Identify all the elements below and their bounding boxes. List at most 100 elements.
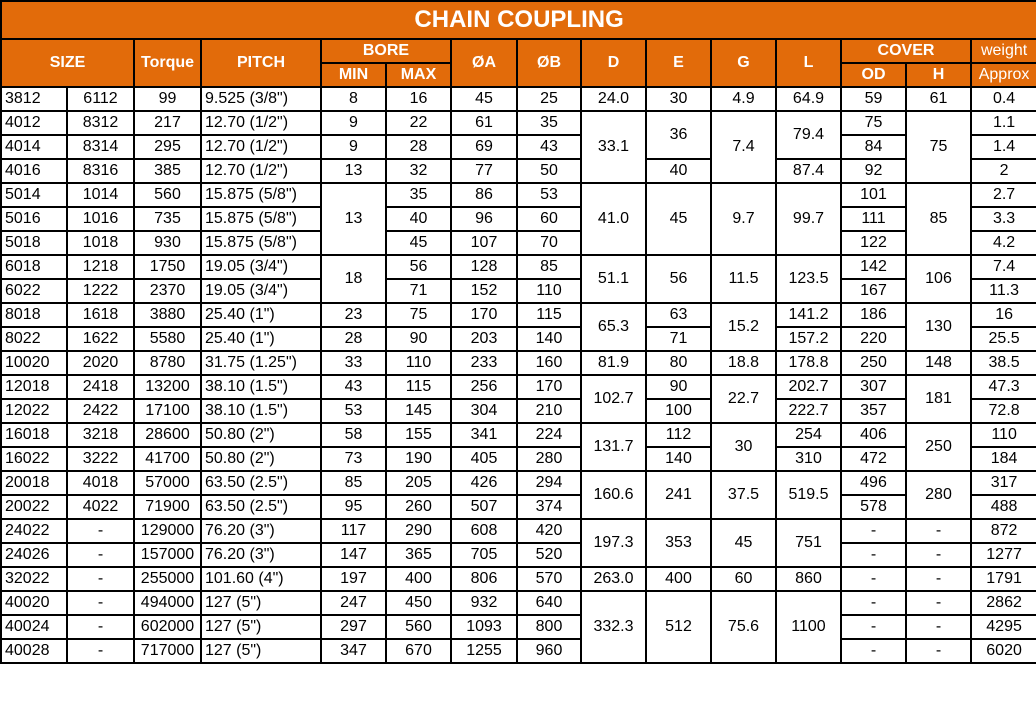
- cell-bore-min: 197: [320, 566, 387, 592]
- cell-e: 100: [645, 398, 712, 424]
- table-row: 4014 8314 295 12.70 (1/2") 9 28 69 43 84 1.4: [0, 134, 1036, 160]
- cell-d: 33.1: [580, 110, 647, 184]
- cell-d: 197.3: [580, 518, 647, 568]
- cell-pitch: 19.05 (3/4"): [200, 254, 322, 280]
- table-row: 6018 1218 1750 19.05 (3/4") 18 56 128 85 51.1 56 1…: [0, 254, 1036, 304]
- cell-e: 45: [645, 182, 712, 256]
- cell-dia-b: 25: [516, 86, 582, 112]
- table-row: 5016 1016 735 15.875 (5/8") 40 96 60 111 3.3: [0, 206, 1036, 232]
- cell-bore-min: 23: [320, 302, 387, 328]
- header-l: L: [775, 38, 842, 88]
- cell-cover-od: -: [840, 590, 907, 616]
- cell-size: 24022: [0, 518, 68, 544]
- cell-bore-max: 145: [385, 398, 452, 424]
- cell-pitch: 31.75 (1.25"): [200, 350, 322, 376]
- cell-pitch: 12.70 (1/2"): [200, 134, 322, 160]
- cell-pitch: 25.40 (1"): [200, 326, 322, 352]
- cell-bore-max: 22: [385, 110, 452, 136]
- cell-weight: 47.3: [969, 374, 1036, 400]
- cell-g: 30: [710, 422, 777, 472]
- cell-size: 4016: [0, 158, 68, 184]
- cell-cover-h: -: [905, 638, 972, 664]
- cell-l: 178.8: [775, 350, 842, 376]
- table-row: 16022 3222 41700 50.80 (2") 73 190 405 280 140 31…: [0, 446, 1036, 472]
- cell-dia-a: 1255: [450, 638, 518, 664]
- cell-e: 241: [645, 470, 712, 520]
- cell-cover-h: 250: [905, 422, 972, 472]
- cell-d: 81.9: [580, 350, 647, 376]
- cell-l: 123.5: [775, 254, 842, 304]
- cell-g: 60: [710, 566, 777, 592]
- cell-size-alt: 1218: [66, 254, 135, 280]
- cell-dia-a: 170: [450, 302, 518, 328]
- cell-bore-min: 73: [320, 446, 387, 472]
- cell-cover-od: 496: [840, 470, 907, 496]
- cell-d: 102.7: [580, 374, 647, 424]
- cell-cover-od: -: [840, 614, 907, 640]
- cell-l: 157.2: [775, 326, 842, 352]
- cell-dia-a: 806: [450, 566, 518, 592]
- cell-bore-max: 45: [385, 230, 452, 256]
- cell-size-alt: 1018: [66, 230, 135, 256]
- cell-bore-max: 205: [385, 470, 452, 496]
- cell-weight: 1277: [969, 542, 1036, 568]
- cell-weight: 38.5: [969, 350, 1036, 376]
- cell-cover-od: 357: [840, 398, 907, 424]
- cell-cover-od: 578: [840, 494, 907, 520]
- cell-dia-a: 341: [450, 422, 518, 448]
- cell-torque: 8780: [133, 350, 202, 376]
- cell-dia-a: 203: [450, 326, 518, 352]
- cell-size-alt: 2020: [66, 350, 135, 376]
- cell-dia-a: 128: [450, 254, 518, 280]
- cell-e: 71: [645, 326, 712, 352]
- cell-torque: 1750: [133, 254, 202, 280]
- cell-e: 400: [645, 566, 712, 592]
- cell-cover-h: -: [905, 542, 972, 568]
- cell-bore-max: 115: [385, 374, 452, 400]
- cell-cover-od: 59: [840, 86, 907, 112]
- cell-size-alt: 4022: [66, 494, 135, 520]
- cell-l: 860: [775, 566, 842, 592]
- header-weight: weight: [969, 38, 1036, 64]
- cell-g: 11.5: [710, 254, 777, 304]
- header-a: ØA: [450, 38, 518, 88]
- cell-pitch: 12.70 (1/2"): [200, 110, 322, 136]
- cell-torque: 13200: [133, 374, 202, 400]
- cell-size-alt: -: [66, 566, 135, 592]
- cell-size-alt: 8316: [66, 158, 135, 184]
- cell-dia-b: 43: [516, 134, 582, 160]
- header-bore-min: MIN: [320, 62, 387, 88]
- cell-pitch: 19.05 (3/4"): [200, 278, 322, 304]
- cell-d: 263.0: [580, 566, 647, 592]
- cell-weight: 4295: [969, 614, 1036, 640]
- header-b: ØB: [516, 38, 582, 88]
- cell-bore-min: 58: [320, 422, 387, 448]
- cell-size: 12018: [0, 374, 68, 400]
- cell-l: 310: [775, 446, 842, 472]
- cell-torque: 17100: [133, 398, 202, 424]
- cell-bore-max: 260: [385, 494, 452, 520]
- cell-bore-min: 9: [320, 134, 387, 160]
- cell-cover-od: 101: [840, 182, 907, 208]
- cell-weight: 2: [969, 158, 1036, 184]
- cell-torque: 41700: [133, 446, 202, 472]
- cell-e: 80: [645, 350, 712, 376]
- cell-torque: 71900: [133, 494, 202, 520]
- cell-d: 332.3: [580, 590, 647, 664]
- cell-size: 16018: [0, 422, 68, 448]
- cell-cover-h: -: [905, 590, 972, 616]
- cell-size: 20018: [0, 470, 68, 496]
- cell-torque: 735: [133, 206, 202, 232]
- cell-bore-max: 35: [385, 182, 452, 208]
- cell-cover-od: 406: [840, 422, 907, 448]
- cell-weight: 317: [969, 470, 1036, 496]
- table-row: 40028-717000 127 (5") 347 670 1255 960- -6020: [0, 638, 1036, 664]
- cell-l: 79.4: [775, 110, 842, 160]
- cell-d: 51.1: [580, 254, 647, 304]
- cell-weight: 1.4: [969, 134, 1036, 160]
- cell-bore-max: 32: [385, 158, 452, 184]
- cell-dia-b: 60: [516, 206, 582, 232]
- table-row: 5018 1018 930 15.875 (5/8") 45 107 70 122 4.2: [0, 230, 1036, 256]
- cell-cover-h: 280: [905, 470, 972, 520]
- cell-dia-b: 520: [516, 542, 582, 568]
